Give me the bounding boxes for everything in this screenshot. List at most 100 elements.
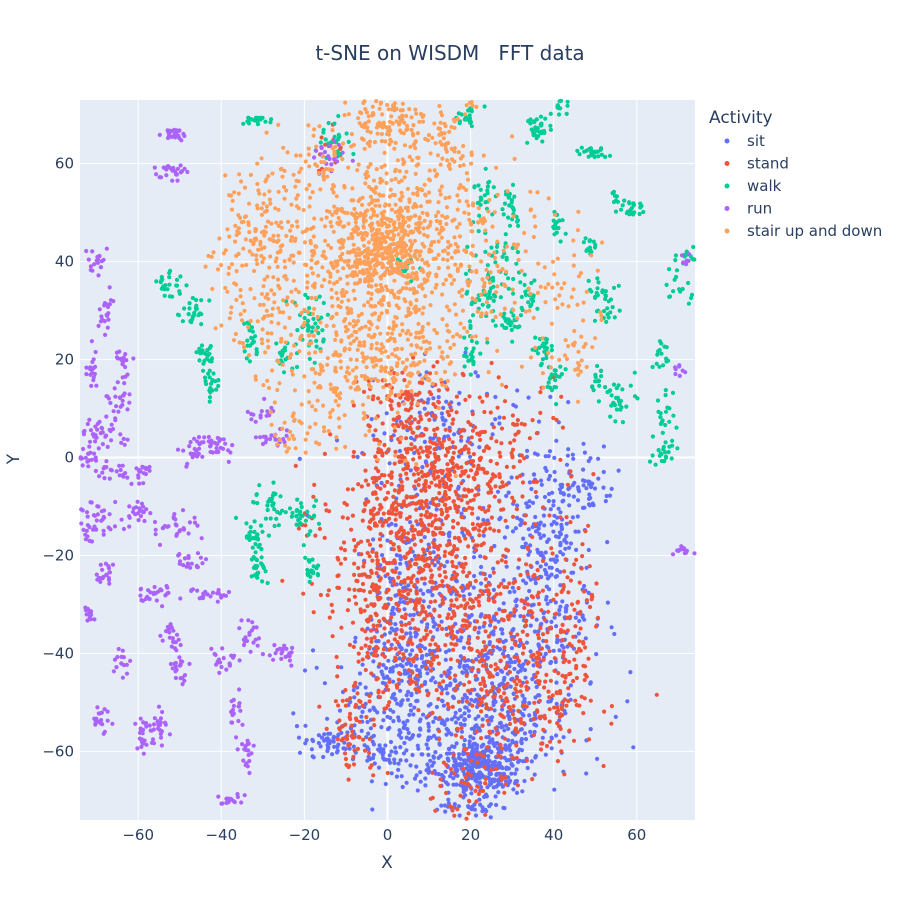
data-point (456, 727, 460, 731)
data-point (106, 318, 110, 322)
data-point (356, 747, 360, 751)
data-point (202, 435, 206, 439)
data-point (610, 487, 614, 491)
data-point (462, 683, 466, 687)
data-point (371, 433, 375, 437)
data-point (510, 646, 514, 650)
data-point (512, 667, 516, 671)
data-point (414, 654, 418, 658)
data-point (507, 758, 511, 762)
data-point (484, 629, 488, 633)
data-point (528, 730, 532, 734)
data-point (440, 627, 444, 631)
data-point (531, 418, 535, 422)
data-point (473, 789, 477, 793)
data-point (419, 638, 423, 642)
data-point (356, 566, 360, 570)
data-point (536, 351, 540, 355)
data-point (262, 397, 266, 401)
data-point (582, 240, 586, 244)
data-point (426, 411, 430, 415)
data-point (331, 634, 335, 638)
data-point (497, 421, 501, 425)
data-point (167, 271, 171, 275)
data-point (451, 776, 455, 780)
data-point (581, 442, 585, 446)
data-point (553, 373, 557, 377)
data-point (386, 771, 390, 775)
data-point (315, 666, 319, 670)
data-point (518, 573, 522, 577)
data-point (88, 367, 92, 371)
data-point (267, 534, 271, 538)
data-point (656, 398, 660, 402)
data-point (384, 758, 388, 762)
data-point (437, 395, 441, 399)
data-point (436, 475, 440, 479)
data-point (181, 319, 185, 323)
data-point (536, 633, 540, 637)
data-point (392, 417, 396, 421)
data-point (559, 749, 563, 753)
data-point (401, 785, 405, 789)
data-point (334, 699, 338, 703)
data-point (454, 733, 458, 737)
data-point (571, 635, 575, 639)
data-point (428, 759, 432, 763)
data-point (476, 492, 480, 496)
data-point (469, 459, 473, 463)
data-point (590, 593, 594, 597)
data-point (570, 644, 574, 648)
data-point (468, 605, 472, 609)
data-point (552, 649, 556, 653)
data-point (460, 730, 464, 734)
data-point (518, 679, 522, 683)
data-point (418, 647, 422, 651)
data-point (429, 613, 433, 617)
data-point (440, 532, 444, 536)
data-point (411, 733, 415, 737)
data-point (247, 533, 251, 537)
data-point (492, 700, 496, 704)
data-point (414, 688, 418, 692)
data-point (564, 367, 568, 371)
data-point (487, 446, 491, 450)
data-point (383, 743, 387, 747)
data-point (207, 298, 211, 302)
data-point (604, 499, 608, 503)
data-point (570, 602, 574, 606)
data-point (558, 365, 562, 369)
data-point (440, 691, 444, 695)
data-point (454, 720, 458, 724)
data-point (494, 767, 498, 771)
data-point (618, 402, 622, 406)
data-point (423, 407, 427, 411)
data-point (123, 365, 127, 369)
data-point (383, 497, 387, 501)
data-point (343, 751, 347, 755)
data-point (486, 754, 490, 758)
data-point (441, 418, 445, 422)
data-point (505, 565, 509, 569)
data-point (619, 208, 623, 212)
data-point (449, 767, 453, 771)
data-point (550, 736, 554, 740)
data-point (533, 773, 537, 777)
data-point (438, 784, 442, 788)
data-point (106, 445, 110, 449)
data-point (498, 475, 502, 479)
data-point (456, 605, 460, 609)
data-point (365, 604, 369, 608)
data-point (583, 696, 587, 700)
data-point (359, 552, 363, 556)
data-point (153, 166, 157, 170)
data-point (376, 558, 380, 562)
data-point (392, 579, 396, 583)
data-point (466, 359, 470, 363)
data-point (102, 508, 106, 512)
data-point (651, 365, 655, 369)
data-point (540, 139, 544, 143)
data-point (313, 361, 317, 365)
data-point (592, 240, 596, 244)
data-point (571, 571, 575, 575)
